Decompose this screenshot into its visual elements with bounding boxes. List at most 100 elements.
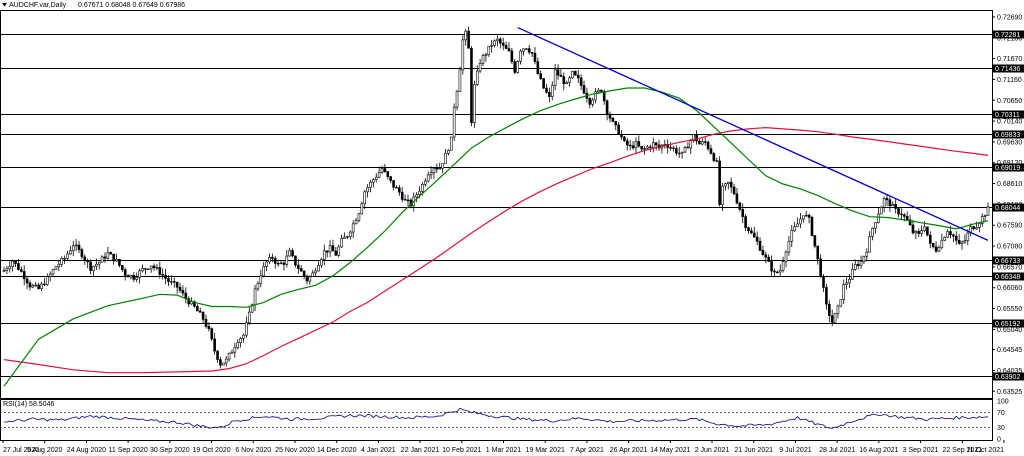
candle-body [608,113,612,119]
candle-body [597,89,600,93]
candle-body [582,85,586,94]
candle-body [297,264,300,269]
candle-body [510,50,514,62]
candle-body [317,264,320,272]
chart-header: AUDCHF.var,Daily 0.67671 0.68048 0.67649… [2,2,185,9]
candle-body [262,266,266,277]
candle-body [559,74,563,77]
candle-body [242,334,245,339]
y-tick-label: 0.69630 [997,139,1022,146]
candle-body [473,84,476,124]
candle-body [565,82,568,85]
candle-body [568,77,571,83]
candle-body [152,265,156,268]
candle-body [132,275,136,280]
candle-body [187,298,190,305]
x-tick-label: 5 Aug 2020 [27,447,63,454]
candle-body [643,148,646,150]
candle-body [712,153,716,161]
candle-body [882,198,886,208]
candle-body [288,250,291,257]
candle-body [227,352,231,360]
candle-body [522,48,525,52]
candle-body [908,219,912,226]
candle-body [14,260,17,264]
candle-body [548,92,551,97]
candle-body [432,167,436,173]
candle-body [343,236,346,239]
level-tag-label: 0.63902 [995,374,1020,381]
candle-body [334,250,338,256]
candle-body [43,283,46,286]
candle-body [819,258,822,277]
candle-body [949,231,952,236]
candle-body [400,191,404,200]
candle-body [885,198,889,201]
dropdown-triangle-icon[interactable] [2,3,7,7]
candle-body [178,286,182,291]
candle-body [268,257,271,263]
ohlc-values: 0.67671 0.68048 0.67649 0.67986 [78,2,185,9]
candle-body [703,141,707,143]
candle-body [2,270,6,272]
candle-body [461,39,465,71]
candle-body [931,243,935,248]
candle-body [856,263,860,266]
candle-body [308,276,312,282]
candle-body [305,275,309,282]
candle-body [874,222,877,229]
candle-body [253,288,257,306]
sma-fast-line [3,87,989,387]
level-tag-label: 0.71436 [995,66,1020,73]
x-tick-label: 24 Aug 2020 [67,447,106,454]
candle-body [594,91,597,101]
candle-body [45,276,49,285]
candle-body [666,144,669,148]
candle-body [617,124,620,135]
x-tick-label: 14 Dec 2020 [317,447,357,454]
candle-body [118,258,121,266]
candle-body [164,274,167,279]
candle-body [937,247,941,252]
candle-body [444,152,447,164]
level-tag-bg [993,30,1024,39]
candle-body [813,235,817,247]
candle-body [542,78,545,89]
candle-body [441,163,444,169]
candle-body [11,260,14,267]
level-tag-bg [993,203,1024,212]
candle-body [123,269,127,276]
candle-body [455,91,459,108]
candle-body [222,362,225,366]
candle-body [574,71,577,76]
candle-body [556,69,560,76]
candle-body [337,246,341,256]
candle-body [897,208,900,215]
candle-body [530,52,534,54]
candle-body [738,202,742,210]
candle-body [236,342,240,348]
level-tag-bg [993,64,1024,73]
candle-body [71,245,75,251]
candle-body [848,278,851,284]
candle-body [496,38,499,42]
candle-body [830,315,834,323]
rsi-plot-frame [0,399,993,441]
candle-body [692,134,695,141]
candle-body [871,227,874,237]
candle-body [911,224,915,234]
candle-body [392,180,395,188]
candle-body [325,250,329,253]
y-tick-label: 0.67080 [997,244,1022,251]
level-tag-label: 0.68044 [995,205,1020,212]
candle-body [683,146,687,153]
candle-body [435,167,439,170]
level-tag-label: 0.66733 [995,258,1020,265]
candle-body [170,281,173,283]
candle-body [230,351,234,354]
candle-body [247,311,251,323]
candle-body [778,269,782,273]
candle-body [299,268,303,272]
y-tick-label: 0.70140 [997,119,1022,126]
candle-body [501,42,505,46]
